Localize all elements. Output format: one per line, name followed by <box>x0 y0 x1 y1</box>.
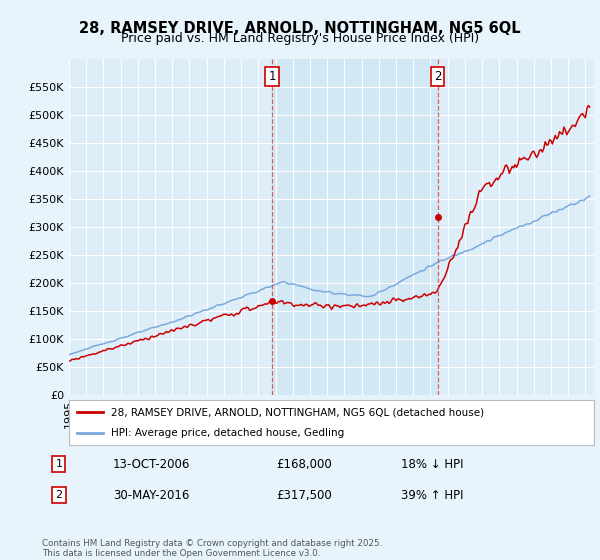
Text: 2: 2 <box>434 70 442 83</box>
Text: Contains HM Land Registry data © Crown copyright and database right 2025.
This d: Contains HM Land Registry data © Crown c… <box>42 539 382 558</box>
Text: 13-OCT-2006: 13-OCT-2006 <box>113 458 191 471</box>
Text: 1: 1 <box>55 459 62 469</box>
Text: 1: 1 <box>268 70 275 83</box>
Text: 39% ↑ HPI: 39% ↑ HPI <box>401 489 463 502</box>
Text: £317,500: £317,500 <box>276 489 332 502</box>
Text: 2: 2 <box>55 490 62 500</box>
Text: £168,000: £168,000 <box>276 458 332 471</box>
Text: HPI: Average price, detached house, Gedling: HPI: Average price, detached house, Gedl… <box>111 428 344 438</box>
Bar <box>272 48 438 395</box>
Text: Price paid vs. HM Land Registry's House Price Index (HPI): Price paid vs. HM Land Registry's House … <box>121 32 479 45</box>
Text: 28, RAMSEY DRIVE, ARNOLD, NOTTINGHAM, NG5 6QL (detached house): 28, RAMSEY DRIVE, ARNOLD, NOTTINGHAM, NG… <box>111 408 484 418</box>
Text: 28, RAMSEY DRIVE, ARNOLD, NOTTINGHAM, NG5 6QL: 28, RAMSEY DRIVE, ARNOLD, NOTTINGHAM, NG… <box>79 21 521 36</box>
Text: 18% ↓ HPI: 18% ↓ HPI <box>401 458 463 471</box>
Text: 30-MAY-2016: 30-MAY-2016 <box>113 489 190 502</box>
